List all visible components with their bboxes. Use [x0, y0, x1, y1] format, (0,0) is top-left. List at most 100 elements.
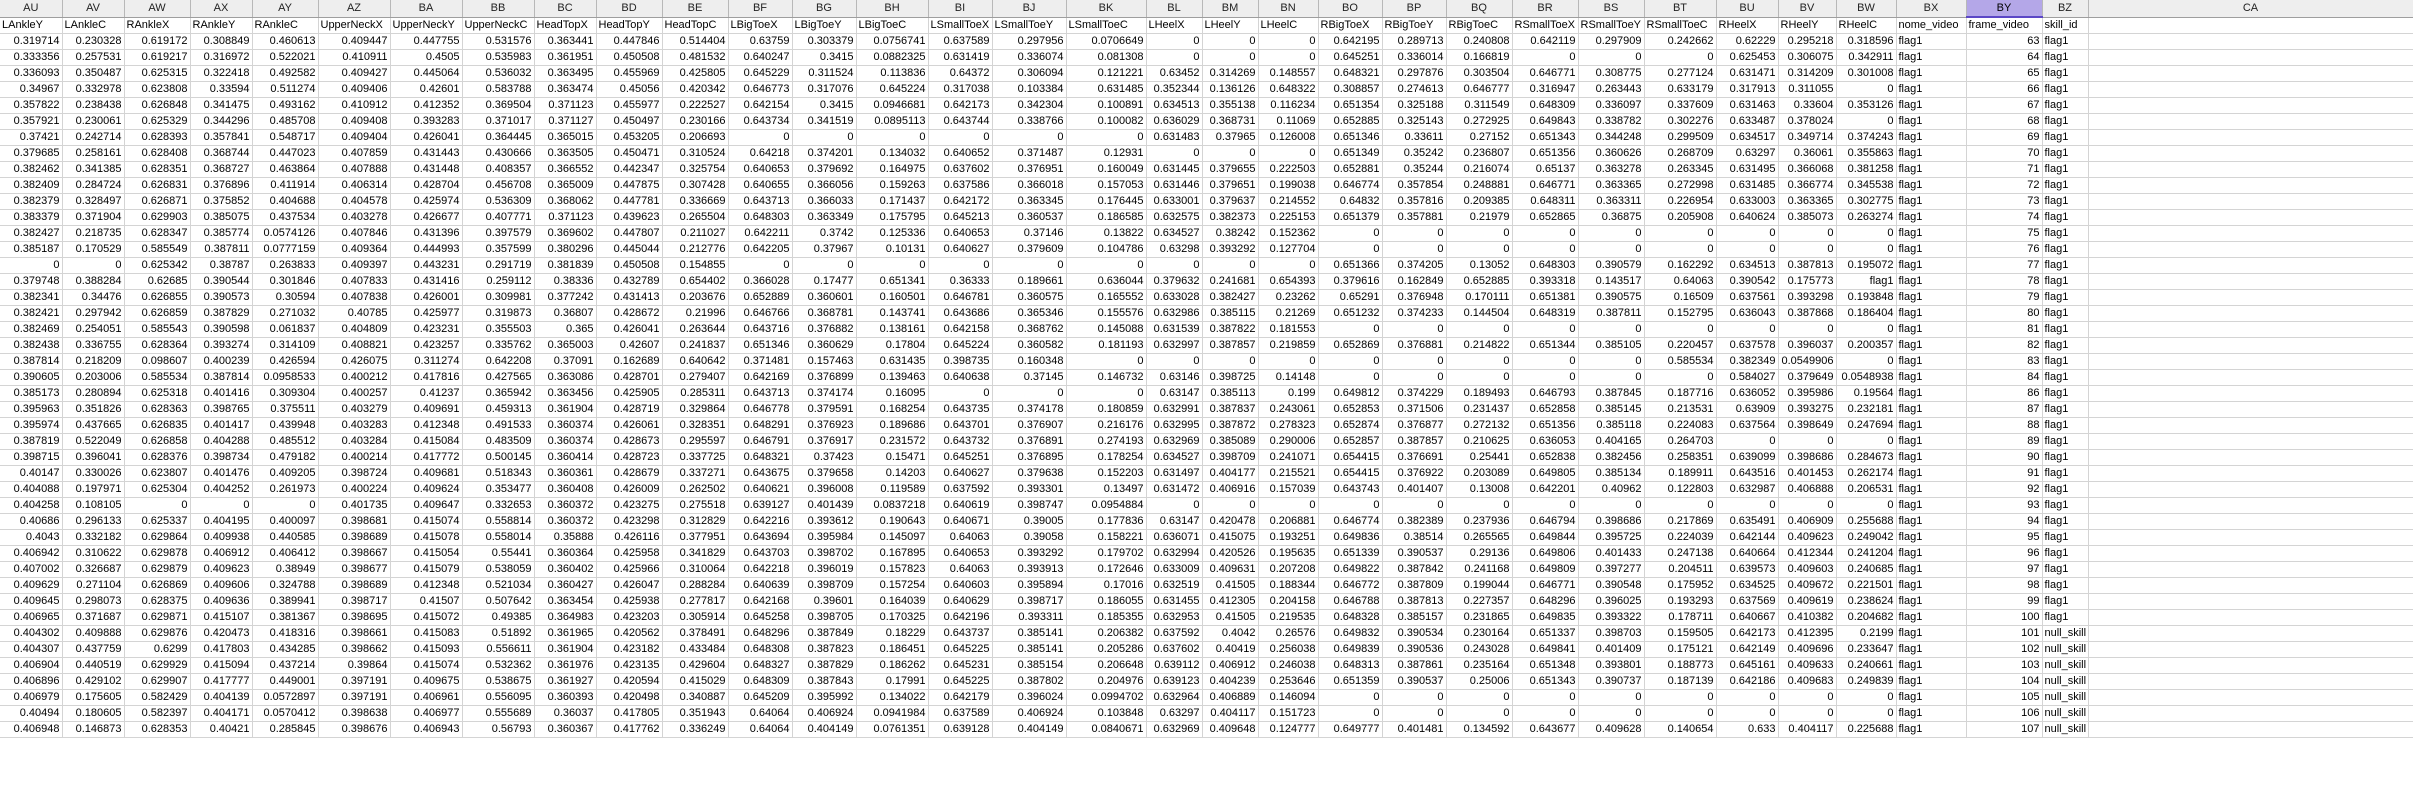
cell[interactable]: 0.365346 — [992, 305, 1067, 322]
cell[interactable]: 0.440585 — [252, 529, 319, 546]
cell[interactable]: 0.639112 — [1146, 657, 1203, 674]
cell[interactable]: 0.376891 — [992, 433, 1067, 450]
cell[interactable]: 0.360402 — [534, 561, 597, 578]
cell[interactable]: 0.648311 — [1512, 193, 1579, 210]
cell[interactable]: 65 — [1966, 65, 2043, 82]
cell[interactable]: 0.425966 — [596, 561, 663, 578]
cell[interactable]: 79 — [1966, 289, 2043, 306]
cell[interactable]: 0 — [1066, 353, 1147, 370]
header-cell[interactable]: RSmallToeC — [1644, 17, 1717, 34]
cell[interactable]: 0.387872 — [1202, 417, 1259, 434]
cell[interactable]: 0.37421 — [0, 129, 63, 146]
cell[interactable]: 0.13497 — [1066, 481, 1147, 498]
cell[interactable]: 0.651366 — [1318, 257, 1383, 274]
cell[interactable]: flag1 — [1896, 161, 1967, 178]
cell[interactable]: 0.361904 — [534, 641, 597, 658]
cell[interactable]: 0.119589 — [856, 481, 929, 498]
cell[interactable]: 0.426041 — [390, 129, 463, 146]
cell[interactable]: flag1 — [1896, 257, 1967, 274]
cell[interactable]: 0 — [1836, 497, 1897, 514]
cell[interactable]: 0.648303 — [728, 209, 793, 226]
cell[interactable] — [2088, 65, 2413, 82]
header-cell[interactable]: RBigToeX — [1318, 17, 1383, 34]
cell[interactable]: 0.642173 — [928, 97, 993, 114]
cell[interactable]: 96 — [1966, 545, 2043, 562]
cell[interactable]: 0.36875 — [1578, 209, 1645, 226]
cell[interactable]: flag1 — [2042, 401, 2089, 418]
cell[interactable]: 0.401416 — [190, 385, 253, 402]
cell[interactable]: 0.55441 — [462, 545, 535, 562]
cell[interactable]: 0.377951 — [662, 529, 729, 546]
cell[interactable]: 0.639127 — [728, 497, 793, 514]
cell[interactable]: 0.371904 — [62, 209, 125, 226]
cell[interactable]: 0.407002 — [0, 561, 63, 578]
header-cell[interactable]: RHeelC — [1836, 17, 1897, 34]
cell[interactable]: 88 — [1966, 417, 2043, 434]
cell[interactable]: 0.395986 — [1778, 385, 1837, 402]
cell[interactable]: 0.388284 — [62, 273, 125, 290]
cell[interactable]: 0.230061 — [62, 113, 125, 130]
cell[interactable] — [2088, 465, 2413, 482]
cell[interactable]: 0.381839 — [534, 257, 597, 274]
cell[interactable] — [2088, 209, 2413, 226]
cell[interactable]: flag1 — [1836, 273, 1897, 290]
cell[interactable]: 0.398765 — [190, 401, 253, 418]
cell[interactable]: 0.379609 — [992, 241, 1067, 258]
cell[interactable]: 0.316972 — [190, 49, 253, 66]
cell[interactable]: 0.409623 — [1778, 529, 1837, 546]
cell[interactable]: 0.633487 — [1716, 113, 1779, 130]
cell[interactable]: 0.636071 — [1146, 529, 1203, 546]
cell[interactable]: 0.387861 — [1382, 657, 1447, 674]
cell[interactable]: 0.393801 — [1578, 657, 1645, 674]
cell[interactable]: 0.64063 — [928, 529, 993, 546]
cell[interactable]: 0.206693 — [662, 129, 729, 146]
cell[interactable]: null_skill — [2042, 689, 2089, 706]
cell[interactable]: 0.309981 — [462, 289, 535, 306]
cell[interactable]: flag1 — [2042, 449, 2089, 466]
cell[interactable]: 0.390548 — [1578, 577, 1645, 594]
cell[interactable]: flag1 — [1896, 289, 1967, 306]
cell[interactable]: 0.371481 — [728, 353, 793, 370]
cell[interactable]: 0.625453 — [1716, 49, 1779, 66]
cell[interactable]: 0.148557 — [1258, 65, 1319, 82]
column-header-bt[interactable]: BT — [1644, 0, 1717, 18]
cell[interactable]: 0.336097 — [1578, 97, 1645, 114]
cell[interactable]: 0.646794 — [1512, 513, 1579, 530]
cell[interactable]: 0 — [1066, 257, 1147, 274]
cell[interactable]: 0.415074 — [390, 657, 463, 674]
header-cell[interactable]: RAnkleX — [124, 17, 191, 34]
cell[interactable] — [2088, 97, 2413, 114]
cell[interactable]: 0.100891 — [1066, 97, 1147, 114]
cell[interactable]: flag1 — [2042, 481, 2089, 498]
cell[interactable]: 0.631471 — [1716, 65, 1779, 82]
cell[interactable]: 0.21996 — [662, 305, 729, 322]
cell[interactable]: 0.637564 — [1716, 417, 1779, 434]
cell[interactable]: 0.38514 — [1382, 529, 1447, 546]
cell[interactable]: 0.420473 — [190, 625, 253, 642]
cell[interactable]: 0.442347 — [596, 161, 663, 178]
cell[interactable]: 0.186451 — [856, 641, 929, 658]
header-cell[interactable]: LSmallToeX — [928, 17, 993, 34]
cell[interactable]: 0.398734 — [190, 449, 253, 466]
cell[interactable]: 0.116234 — [1258, 97, 1319, 114]
cell[interactable]: 0.238438 — [62, 97, 125, 114]
cell[interactable]: 0.338766 — [992, 113, 1067, 130]
cell[interactable]: 0.316947 — [1512, 81, 1579, 98]
cell[interactable]: 0.221501 — [1836, 577, 1897, 594]
column-header-bo[interactable]: BO — [1318, 0, 1383, 18]
cell[interactable]: 0.409205 — [252, 465, 319, 482]
cell[interactable]: 0.431396 — [390, 225, 463, 242]
column-header-be[interactable]: BE — [662, 0, 729, 18]
cell[interactable]: 0.409406 — [318, 81, 391, 98]
cell[interactable]: 0.393318 — [1512, 273, 1579, 290]
cell[interactable]: 0.387802 — [992, 673, 1067, 690]
cell[interactable]: 0.336669 — [662, 193, 729, 210]
cell[interactable]: flag1 — [1896, 625, 1967, 642]
cell[interactable]: 0.409623 — [190, 561, 253, 578]
cell[interactable]: 0.651343 — [1512, 673, 1579, 690]
cell[interactable]: 0.38336 — [534, 273, 597, 290]
cell[interactable]: 0.387849 — [792, 625, 857, 642]
cell[interactable]: 0.263443 — [1578, 81, 1645, 98]
cell[interactable]: 0.412344 — [1778, 545, 1837, 562]
column-header-ba[interactable]: BA — [390, 0, 463, 18]
